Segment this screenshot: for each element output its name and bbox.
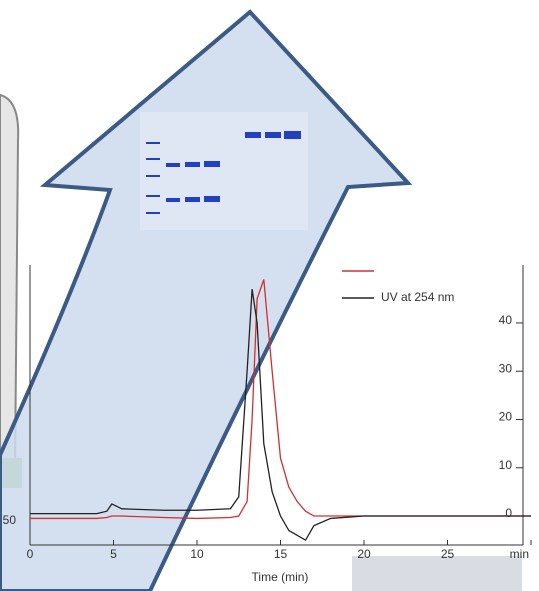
photo-thumbnail: [352, 556, 522, 591]
legend-label: UV at 254 nm: [381, 290, 454, 304]
y-tick-label: 10: [499, 458, 513, 472]
x-tick-label: 5: [110, 547, 117, 561]
x-axis-title: Time (min): [252, 570, 309, 584]
gel-image: [140, 112, 308, 230]
x-tick-label: 15: [274, 547, 288, 561]
x-tick-label: 10: [190, 547, 204, 561]
y-tick-label: 0: [505, 506, 512, 520]
series-line: [30, 279, 531, 520]
left-axis-label: 50: [3, 513, 17, 527]
series-line: [30, 289, 531, 542]
x-tick-label: min: [510, 547, 529, 561]
tube-image: [0, 93, 20, 471]
y-tick-label: 30: [499, 361, 513, 375]
x-tick-label: 20: [357, 547, 371, 561]
y-tick-label: 40: [499, 313, 513, 327]
x-tick-label: 0: [27, 547, 34, 561]
x-tick-label: 25: [441, 547, 455, 561]
y-tick-label: 20: [499, 410, 513, 424]
